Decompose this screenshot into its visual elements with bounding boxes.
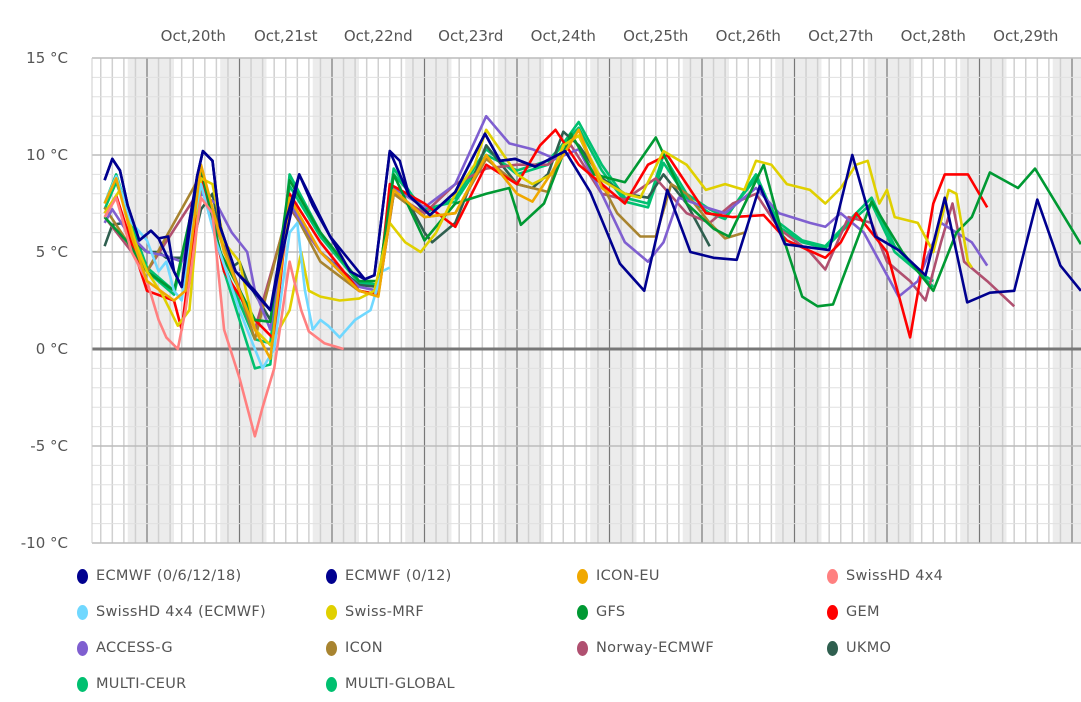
legend-label: ECMWF (0/6/12/18) (96, 568, 242, 584)
legend-label: SwissHD 4x4 (846, 568, 944, 584)
legend-dot-icon (326, 568, 337, 584)
legend-label: Norway-ECMWF (596, 640, 715, 656)
legend-item[interactable]: Swiss-MRF (326, 604, 424, 620)
legend-item[interactable]: UKMO (827, 640, 891, 656)
night-band (590, 58, 637, 543)
night-band (497, 58, 544, 543)
legend-label: ECMWF (0/12) (345, 568, 452, 584)
legend-item[interactable]: ECMWF (0/6/12/18) (77, 568, 242, 584)
legend-item[interactable]: MULTI-CEUR (77, 676, 187, 692)
legend-dot-icon (326, 676, 337, 692)
y-tick-label: 10 °C (26, 146, 68, 164)
legend-dot-icon (326, 640, 337, 656)
legend-label: SwissHD 4x4 (ECMWF) (96, 604, 267, 620)
x-tick-label: Oct,21st (254, 27, 318, 45)
x-tick-label: Oct,24th (531, 27, 596, 45)
night-band (1052, 58, 1081, 543)
night-band (405, 58, 452, 543)
x-tick-label: Oct,27th (808, 27, 873, 45)
legend-item[interactable]: GEM (827, 604, 880, 620)
legend-dot-icon (827, 604, 838, 620)
legend-label: Swiss-MRF (345, 604, 425, 620)
y-axis-ticks: 15 °C 10 °C 5 °C 0 °C -5 °C -10 °C (21, 49, 68, 552)
x-tick-label: Oct,23rd (438, 27, 503, 45)
legend-item[interactable]: GFS (577, 604, 625, 620)
y-tick-label: -5 °C (30, 437, 68, 455)
legend-label: MULTI-GLOBAL (345, 676, 455, 692)
chart-legend: ECMWF (0/6/12/18) ECMWF (0/12) ICON-EU Swis… (0, 560, 1081, 702)
legend-item[interactable]: SwissHD 4x4 (827, 568, 943, 584)
legend-label: ICON (345, 640, 383, 656)
y-tick-label: -10 °C (21, 534, 68, 552)
legend-dot-icon (827, 568, 838, 584)
legend-item[interactable]: ECMWF (0/12) (326, 568, 452, 584)
x-tick-label: Oct,22nd (344, 27, 413, 45)
series-line-swisshd-4x4-ecmwf[interactable] (103, 175, 391, 370)
night-band (867, 58, 914, 543)
legend-item[interactable]: ICON (326, 640, 383, 656)
legend-label: ACCESS-G (96, 640, 173, 656)
legend-dot-icon (577, 604, 588, 620)
legend-item[interactable]: SwissHD 4x4 (ECMWF) (77, 604, 266, 620)
legend-dot-icon (77, 568, 88, 584)
legend-dot-icon (827, 640, 838, 656)
x-tick-label: Oct,26th (716, 27, 781, 45)
x-tick-label: Oct,28th (901, 27, 966, 45)
y-tick-label: 5 °C (36, 243, 68, 261)
legend-dot-icon (326, 604, 337, 620)
x-tick-label: Oct,29th (993, 27, 1058, 45)
legend-label: GEM (846, 604, 880, 620)
legend-dot-icon (77, 640, 88, 656)
legend-label: UKMO (846, 640, 892, 656)
series-line-gfs[interactable] (103, 132, 1081, 324)
series-lines (103, 114, 1081, 438)
legend-item[interactable]: ICON-EU (577, 568, 660, 584)
x-axis-ticks: Oct,20th Oct,21st Oct,22nd Oct,23rd Oct,24th… (161, 27, 1059, 45)
x-tick-label: Oct,20th (161, 27, 226, 45)
legend-dot-icon (577, 568, 588, 584)
legend-label: ICON-EU (596, 568, 660, 584)
legend-dot-icon (577, 640, 588, 656)
night-band (127, 58, 174, 543)
legend-dot-icon (77, 676, 88, 692)
series-line-ecmwf-0-6-12-18[interactable] (103, 132, 566, 312)
legend-dot-icon (77, 604, 88, 620)
series-line-icon-eu[interactable] (103, 128, 611, 360)
legend-label: MULTI-CEUR (96, 676, 187, 692)
legend-label: GFS (596, 604, 626, 620)
x-tick-label: Oct,25th (623, 27, 688, 45)
legend-item[interactable]: ACCESS-G (77, 640, 173, 656)
y-tick-label: 0 °C (36, 340, 68, 358)
y-tick-label: 15 °C (26, 49, 68, 67)
temperature-chart: 15 °C10 °C5 °C0 °C-5 °C-10 °C Oct,20th Oc… (21, 27, 1081, 552)
legend-item[interactable]: Norway-ECMWF (577, 640, 714, 656)
legend-item[interactable]: MULTI-GLOBAL (326, 676, 455, 692)
night-band (775, 58, 822, 543)
series-line-swiss-mrf[interactable] (103, 128, 973, 347)
series-line-swisshd-4x4[interactable] (103, 196, 344, 438)
night-band (682, 58, 729, 543)
